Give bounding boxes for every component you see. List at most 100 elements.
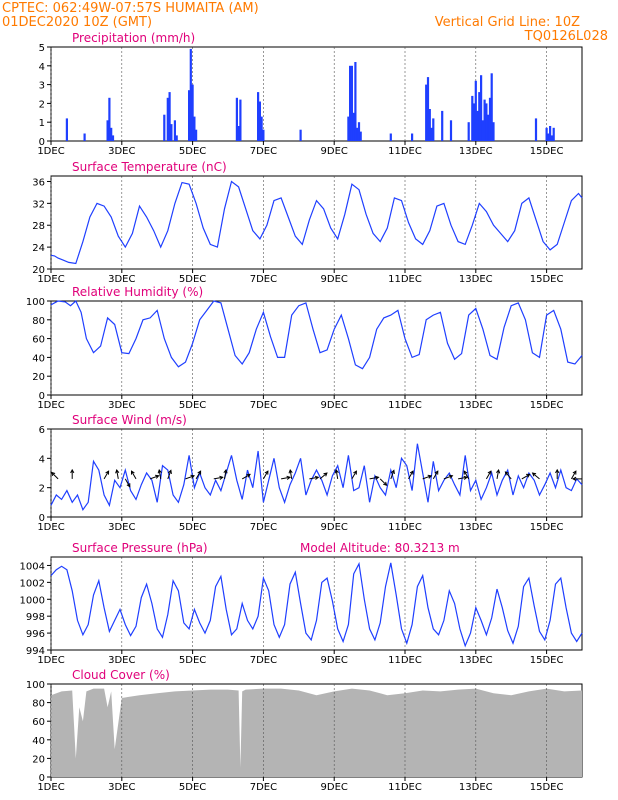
precip-bar [359,131,362,141]
rh-xtick-label: 11DEC [388,400,422,411]
precip-bar [299,129,302,141]
precip-bar [425,84,428,141]
wind-wind-arrow [213,475,224,480]
cloud-xtick-label: 15DEC [530,782,564,793]
cloud-ytick-label: 80 [32,699,45,710]
pressure-xtick-label: 11DEC [388,655,422,666]
precip-bar [478,92,481,141]
precip-bar [352,112,355,141]
wind-wind-arrow [262,470,269,480]
wind-xtick-label: 15DEC [530,522,564,533]
precip-xtick-label: 1DEC [37,146,64,157]
wind-ytick-label: 2 [39,484,45,495]
wind-xtick-label: 11DEC [388,522,422,533]
pressure-ytick-label: 1000 [20,595,45,606]
pressure-xtick-label: 9DEC [321,655,348,666]
precip-bar [349,65,352,141]
precip-bar [428,109,431,141]
rh-ytick-label: 40 [32,353,45,364]
temp-xtick-label: 15DEC [530,274,564,285]
wind-wind-arrow [504,471,512,480]
wind-wind-arrow [521,473,531,480]
cloud-xtick-label: 1DEC [37,782,64,793]
panel-temp: 1DEC 3DEC 5DEC 7DEC 9DEC 11DEC 13DEC 15DEC 20 24 2… [32,160,583,285]
precip-bar [488,97,492,141]
precip-xtick-label: 3DEC [108,146,135,157]
rh-xtick-label: 15DEC [530,400,564,411]
cloud-xtick-label: 11DEC [388,782,422,793]
cloud-area [51,688,582,777]
precip-bar [262,129,265,141]
precip-bar [175,135,178,141]
precip-bar [481,120,484,141]
wind-wind-arrow [241,473,251,480]
precip-bar [111,135,115,141]
wind-wind-arrow [167,469,172,480]
precip-bar [492,122,495,141]
precip-bar [547,133,550,141]
precip-xtick-label: 15DEC [530,146,564,157]
pressure-annotation: Model Altitude: 80.3213 m [300,541,460,555]
precip-bar [490,73,493,141]
temp-ytick-label: 36 [32,177,45,188]
cloud-title: Cloud Cover (%) [72,668,170,682]
precip-ytick-label: 5 [39,43,45,54]
precip-ytick-label: 3 [39,81,45,92]
pressure-xtick-label: 5DEC [179,655,206,666]
model-code: TQ0126L028 [524,29,608,44]
wind-wind-arrow [334,468,339,479]
pressure-xtick-label: 7DEC [250,655,277,666]
precip-bar [191,84,194,141]
precip-bar [534,118,538,141]
precip-bar [168,92,171,141]
precip-bar [166,97,169,141]
pressure-xtick-label: 15DEC [530,655,564,666]
precip-bar [467,122,470,141]
precip-bar [480,75,483,141]
pressure-ytick-label: 994 [26,646,45,657]
rh-frame [50,300,583,396]
wind-wind-arrow [571,476,582,481]
temp-series-line [50,180,583,265]
wind-wind-arrow [390,469,395,480]
precip-bar [193,116,196,141]
temp-xtick-label: 7DEC [250,274,277,285]
wind-xtick-label: 7DEC [250,522,277,533]
wind-ytick-label: 0 [39,513,45,524]
precip-ytick-label: 1 [39,118,45,129]
precip-bar [189,48,192,141]
precip-bar [110,127,113,141]
precip-bar [472,103,476,141]
wind-wind-arrow [570,470,577,480]
pressure-xtick-label: 13DEC [459,655,493,666]
temp-xtick-label: 5DEC [179,274,206,285]
wind-wind-arrow [422,474,433,480]
wind-xtick-label: 1DEC [37,522,64,533]
cloud-xtick-label: 3DEC [108,782,135,793]
precip-bar [357,122,361,141]
temp-ytick-label: 28 [32,221,45,232]
precip-bar [195,129,198,141]
panel-rh: 1DEC 3DEC 5DEC 7DEC 9DEC 11DEC 13DEC 15DEC 0 20 40… [26,285,583,411]
precip-bar [83,133,86,141]
wind-wind-arrow [485,470,492,480]
precip-bar [260,116,263,141]
precip-bar [347,116,350,141]
precip-ytick-label: 2 [39,99,45,110]
temp-xtick-label: 9DEC [321,274,348,285]
precip-bar [545,127,548,141]
precip-bar [188,90,191,141]
rh-ytick-label: 100 [26,297,45,308]
wind-wind-arrow [103,470,110,480]
temp-xtick-label: 11DEC [388,274,422,285]
wind-wind-arrow [131,470,137,480]
wind-wind-arrow [369,475,380,480]
precip-bar [258,101,261,141]
precip-bar [389,133,392,141]
wind-xtick-label: 9DEC [321,522,348,533]
rh-ytick-label: 0 [39,391,45,402]
precip-bar [426,77,430,141]
precip-bar [354,62,357,141]
precip-bar [350,65,353,141]
wind-wind-arrow [70,468,75,479]
